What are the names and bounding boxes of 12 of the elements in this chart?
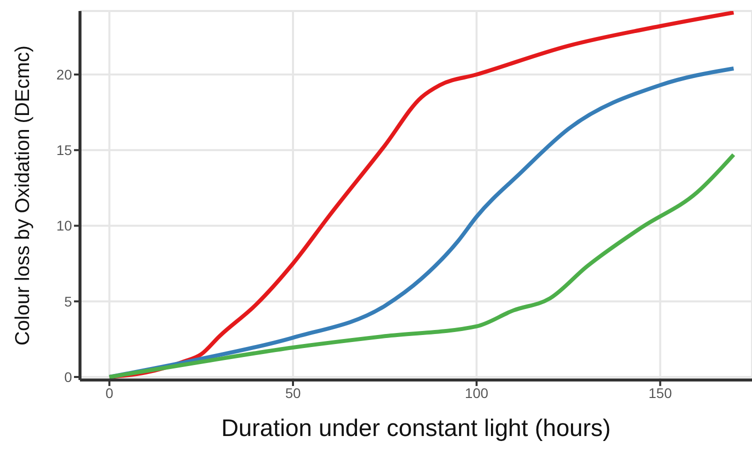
x-tick-label: 0 xyxy=(105,384,114,401)
y-tick-label: 10 xyxy=(56,218,72,234)
x-tick-label: 150 xyxy=(648,384,672,401)
x-tick-label: 50 xyxy=(285,384,301,401)
y-tick-label: 5 xyxy=(64,293,72,310)
y-tick-label: 20 xyxy=(56,66,72,82)
line-series xyxy=(107,152,736,379)
y-tick-label: 0 xyxy=(64,368,72,385)
x-axis-title: Duration under constant light (hours) xyxy=(221,415,611,442)
y-axis-title: Colour loss by Oxidation (DEcmc) xyxy=(12,45,34,346)
x-tick-label: 100 xyxy=(464,384,488,401)
y-tick-label: 15 xyxy=(56,142,72,158)
